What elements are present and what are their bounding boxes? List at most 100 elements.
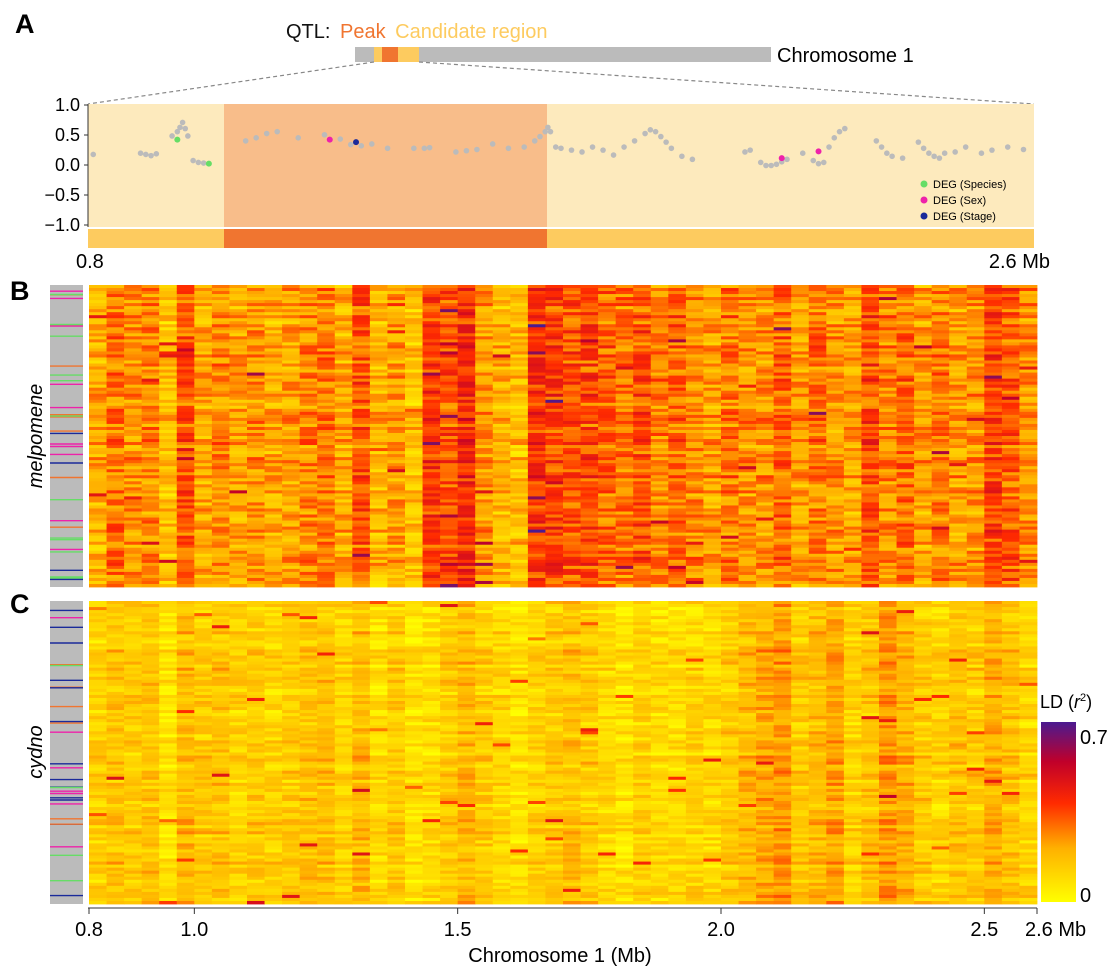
heatmap-cell xyxy=(738,568,757,573)
heatmap-cell xyxy=(773,514,792,518)
heatmap-cell xyxy=(282,550,301,555)
heatmap-cell xyxy=(896,571,915,576)
heatmap-cell xyxy=(580,336,599,340)
heatmap-cell xyxy=(650,517,669,521)
heatmap-cell xyxy=(352,285,371,289)
heatmap-cell xyxy=(826,312,845,316)
heatmap-cell xyxy=(369,439,388,443)
heatmap-cell xyxy=(598,405,617,410)
heatmap-cell xyxy=(615,327,634,331)
heatmap-cell xyxy=(422,414,441,419)
heatmap-cell xyxy=(422,396,441,401)
heatmap-cell xyxy=(756,330,775,334)
heatmap-cell xyxy=(563,321,581,325)
heatmap-cell xyxy=(492,420,511,425)
heatmap-cell xyxy=(229,505,248,509)
heatmap-cell xyxy=(176,381,195,386)
heatmap-cell xyxy=(334,372,353,376)
heatmap-cell xyxy=(159,354,178,358)
heatmap-cell xyxy=(89,478,107,482)
heatmap-cell xyxy=(756,580,775,585)
heatmap-cell xyxy=(773,466,792,470)
heatmap-cell xyxy=(633,481,652,485)
heatmap-cell xyxy=(194,550,213,555)
heatmap-cell xyxy=(563,487,581,491)
heatmap-cell xyxy=(756,514,775,518)
heatmap-cell xyxy=(317,511,336,515)
heatmap-cell xyxy=(106,360,125,364)
heatmap-cell xyxy=(422,478,441,482)
heatmap-cell xyxy=(387,463,406,467)
heatmap-cell xyxy=(317,490,336,494)
heatmap-cell xyxy=(808,363,827,367)
heatmap-cell xyxy=(299,342,318,346)
heatmap-cell xyxy=(141,294,160,298)
heatmap-cell xyxy=(738,315,757,319)
heatmap-cell xyxy=(563,499,581,503)
heatmap-cell xyxy=(738,454,757,458)
heatmap-cell xyxy=(159,583,178,588)
heatmap-cell xyxy=(791,538,810,543)
heatmap-cell xyxy=(141,411,160,416)
heatmap-cell xyxy=(106,523,125,527)
heatmap-cell xyxy=(387,303,406,307)
heatmap-cell xyxy=(808,309,827,313)
heatmap-cell xyxy=(615,475,634,479)
heatmap-cell xyxy=(633,520,652,524)
heatmap-cell xyxy=(440,514,459,518)
heatmap-cell xyxy=(843,556,862,561)
heatmap-cell xyxy=(211,351,230,355)
heatmap-cell xyxy=(299,393,318,398)
heatmap-cell xyxy=(387,420,406,425)
heatmap-cell xyxy=(352,556,371,561)
heatmap-cell xyxy=(282,285,301,289)
heatmap-cell xyxy=(563,372,581,376)
heatmap-cell xyxy=(650,387,669,392)
heatmap-cell xyxy=(352,487,371,491)
heatmap-cell xyxy=(194,363,213,367)
heatmap-cell xyxy=(668,390,687,395)
heatmap-cell xyxy=(563,360,581,364)
heatmap-cell xyxy=(334,294,353,298)
heatmap-cell xyxy=(334,523,353,527)
heatmap-cell xyxy=(756,357,775,361)
heatmap-cell xyxy=(282,562,301,567)
heatmap-cell xyxy=(194,493,213,497)
heatmap-cell xyxy=(299,532,318,537)
heatmap-cell xyxy=(773,553,792,558)
heatmap-cell xyxy=(405,439,423,443)
heatmap-cell xyxy=(124,439,143,443)
heatmap-cell xyxy=(369,381,388,386)
heatmap-cell xyxy=(194,336,213,340)
heatmap-cell xyxy=(457,291,476,295)
heatmap-cell xyxy=(703,342,722,346)
heatmap-cell xyxy=(703,511,722,515)
scatter-point xyxy=(552,144,559,150)
heatmap-cell xyxy=(422,381,441,386)
heatmap-cell xyxy=(369,565,388,570)
heatmap-cell xyxy=(896,291,915,295)
heatmap-cell xyxy=(475,544,494,549)
heatmap-cell xyxy=(299,330,318,334)
heatmap-cell xyxy=(457,426,476,431)
heatmap-cell xyxy=(492,508,511,512)
heatmap-cell xyxy=(211,366,230,370)
heatmap-cell xyxy=(229,312,248,316)
heatmap-cell xyxy=(422,318,441,322)
heatmap-cell xyxy=(633,475,652,479)
heatmap-cell xyxy=(422,387,441,392)
heatmap-cell xyxy=(264,469,283,473)
heatmap-cell xyxy=(440,312,459,316)
heatmap-cell xyxy=(879,393,897,398)
heatmap-cell xyxy=(387,514,406,518)
heatmap-cell xyxy=(633,417,652,422)
heatmap-cell xyxy=(721,505,739,509)
heatmap-cell xyxy=(282,366,301,370)
heatmap-cell xyxy=(896,547,915,552)
heatmap-cell xyxy=(282,426,301,431)
heatmap-cell xyxy=(861,333,880,337)
heatmap-cell xyxy=(457,532,476,537)
heatmap-cell xyxy=(159,553,178,558)
heatmap-cell xyxy=(211,490,230,494)
heatmap-cell xyxy=(422,390,441,395)
